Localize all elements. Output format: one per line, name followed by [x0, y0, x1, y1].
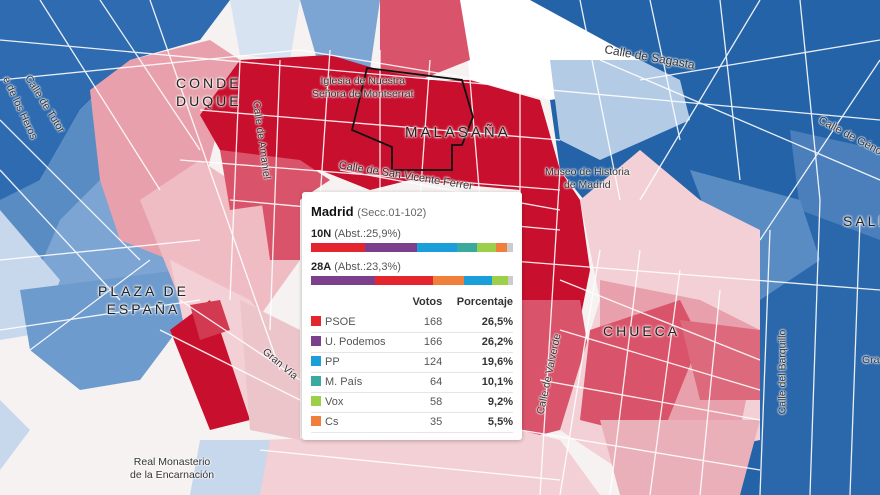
- party-percentage: 26,5%: [442, 313, 513, 333]
- party-color-swatch: [311, 416, 321, 426]
- popup-section-id: (Secc.01-102): [357, 207, 427, 219]
- election-28a-result-bar: [311, 276, 513, 285]
- party-percentage: 5,5%: [442, 412, 513, 433]
- bar-segment-pp: [463, 276, 492, 285]
- election-28a-abstention: (Abst.:23,3%): [334, 261, 401, 273]
- header-percentage: Porcentaje: [456, 296, 513, 308]
- party-name: PSOE: [311, 313, 405, 333]
- party-votes: 166: [404, 332, 443, 353]
- party-votes: 168: [404, 313, 443, 333]
- results-table-header: Votos Porcentaje: [311, 294, 513, 313]
- section-results-popup: Madrid (Secc.01-102) 10N (Abst.:25,9%) 2…: [302, 192, 522, 440]
- bar-segment-u-podemos: [311, 276, 375, 285]
- party-votes: 58: [404, 392, 443, 413]
- table-row: PP 124 19,6%: [311, 352, 513, 373]
- party-name: U. Podemos: [311, 332, 405, 353]
- party-name: Cs: [311, 412, 405, 433]
- bar-segment-u-podemos: [364, 243, 418, 252]
- election-28a-name: 28A: [311, 261, 332, 273]
- party-name: PP: [311, 352, 405, 373]
- party-name: M. País: [311, 372, 405, 393]
- election-10n-result-bar: [311, 243, 513, 252]
- bar-segment-cs: [433, 276, 464, 285]
- header-party: [311, 294, 405, 313]
- party-color-swatch: [311, 356, 321, 366]
- party-color-swatch: [311, 376, 321, 386]
- party-percentage: 26,2%: [442, 332, 513, 353]
- bar-segment-vox: [491, 276, 508, 285]
- election-10n-label: 10N (Abst.:25,9%): [311, 228, 513, 240]
- table-row: PSOE 168 26,5%: [311, 313, 513, 333]
- party-votes: 64: [404, 372, 443, 393]
- bar-segment-psoe: [374, 276, 434, 285]
- bar-segment-cs: [495, 243, 508, 252]
- bar-segment-m-pa-s: [457, 243, 478, 252]
- table-row: Cs 35 5,5%: [311, 412, 513, 433]
- party-percentage: 9,2%: [442, 392, 513, 413]
- table-row: Vox 58 9,2%: [311, 392, 513, 413]
- party-color-swatch: [311, 316, 321, 326]
- bar-segment-pp: [417, 243, 458, 252]
- results-table: Votos Porcentaje PSOE 168 26,5% U. Podemos 1…: [311, 294, 513, 433]
- party-percentage: 10,1%: [442, 372, 513, 393]
- bar-segment-vox: [477, 243, 496, 252]
- popup-municipality: Madrid: [311, 204, 354, 219]
- table-row: M. País 64 10,1%: [311, 372, 513, 393]
- header-votes: Votos: [412, 296, 443, 308]
- election-28a-label: 28A (Abst.:23,3%): [311, 261, 513, 273]
- bar-segment-otros: [507, 243, 513, 252]
- party-votes: 35: [404, 412, 443, 433]
- party-color-swatch: [311, 336, 321, 346]
- party-percentage: 19,6%: [442, 352, 513, 373]
- bar-segment-psoe: [311, 243, 365, 252]
- bar-segment-otros: [507, 276, 513, 285]
- election-10n-abstention: (Abst.:25,9%): [334, 228, 401, 240]
- popup-title: Madrid (Secc.01-102): [311, 204, 513, 219]
- party-name: Vox: [311, 392, 405, 413]
- table-row: U. Podemos 166 26,2%: [311, 332, 513, 353]
- party-votes: 124: [404, 352, 443, 373]
- election-10n-name: 10N: [311, 228, 332, 240]
- party-color-swatch: [311, 396, 321, 406]
